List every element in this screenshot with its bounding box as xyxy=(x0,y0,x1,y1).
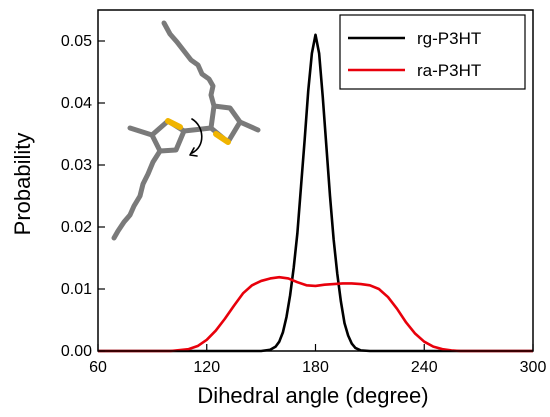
y-tick-label: 0.04 xyxy=(61,95,92,112)
legend: rg-P3HT ra-P3HT xyxy=(339,14,526,90)
x-tick-label: 120 xyxy=(193,359,220,376)
series-line-rg-p3ht xyxy=(98,33,533,353)
x-tick-label: 180 xyxy=(302,359,329,376)
thiophene-dimer-inset xyxy=(111,20,261,241)
y-tick-label: 0.00 xyxy=(61,343,92,360)
series-layer xyxy=(98,33,533,353)
right-ring-sulfur xyxy=(213,131,231,145)
left-ring-sulfur xyxy=(165,118,183,130)
y-axis-ticks: 0.00 0.01 0.02 0.03 0.04 0.05 xyxy=(61,33,105,360)
x-tick-label: 60 xyxy=(89,359,107,376)
inter-ring-bond xyxy=(181,125,214,134)
y-axis-title: Probability xyxy=(10,133,35,236)
x-axis-ticks: 60 120 180 240 300 xyxy=(89,344,546,376)
y-tick-label: 0.05 xyxy=(61,33,92,50)
x-tick-label: 240 xyxy=(411,359,438,376)
y-tick-label: 0.03 xyxy=(61,157,92,174)
x-axis-title: Dihedral angle (degree) xyxy=(197,383,428,408)
y-tick-label: 0.02 xyxy=(61,219,92,236)
series-line-ra-p3ht xyxy=(98,275,533,353)
upper-alkyl-chain xyxy=(161,20,217,109)
lower-alkyl-chain xyxy=(111,148,163,241)
x-tick-label: 300 xyxy=(520,359,547,376)
rotation-arrow-head xyxy=(189,147,198,157)
legend-label-rg-p3ht: rg-P3HT xyxy=(417,29,481,48)
legend-label-ra-p3ht: ra-P3HT xyxy=(417,61,481,80)
right-thiophene-ring xyxy=(208,103,243,145)
legend-box xyxy=(339,14,526,90)
y-tick-label: 0.01 xyxy=(61,281,92,298)
rotation-arrow xyxy=(191,118,203,154)
